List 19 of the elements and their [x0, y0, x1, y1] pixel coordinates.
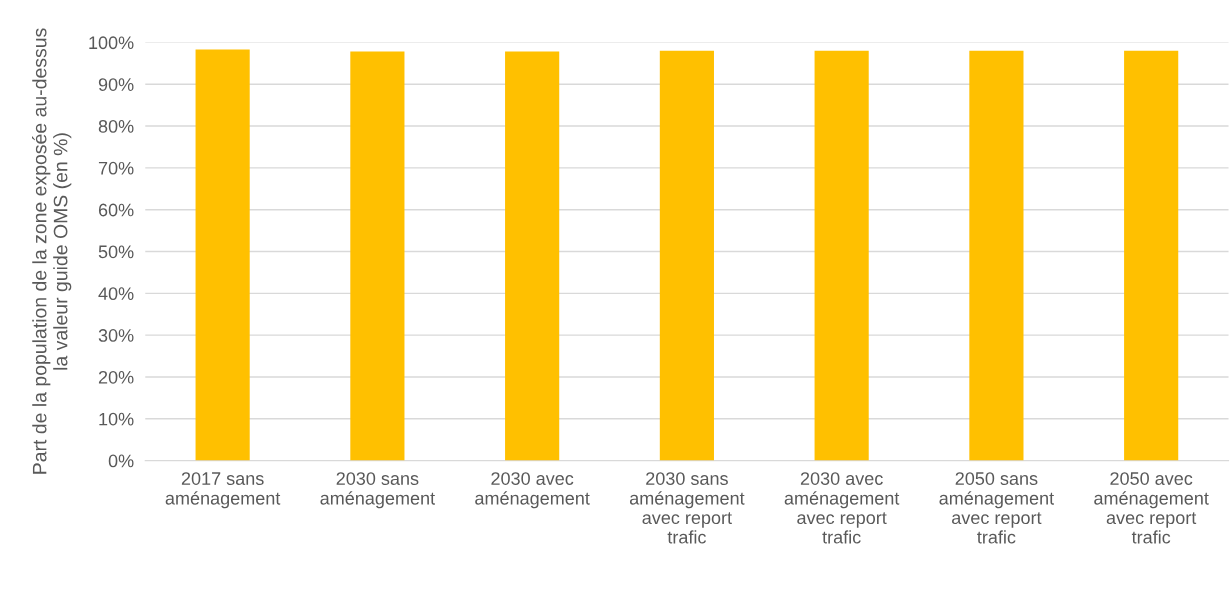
y-tick-label: 70% — [98, 161, 134, 175]
y-tick-label: 40% — [98, 287, 134, 301]
y-tick-label: 90% — [98, 78, 134, 91]
y-tick-label: 20% — [98, 370, 134, 384]
y-tick-label: 60% — [98, 203, 134, 217]
x-tick-label: 2030 avec aménagement avec report trafic — [784, 472, 900, 544]
x-tick-label: 2030 sans aménagement avec report trafic — [629, 472, 745, 544]
y-tick-label: 100% — [89, 36, 134, 50]
x-tick-label: 2050 avec aménagement avec report trafic — [1094, 472, 1209, 544]
y-axis-title: Part de la population de la zone exposée au-dessus la valeur guide OMS (en %) — [32, 28, 72, 474]
y-tick-label: 10% — [99, 412, 134, 426]
x-tick-label: 2050 sans aménagement avec report trafic — [939, 472, 1054, 544]
x-tick-label: 2017 sans aménagement — [165, 472, 281, 509]
y-tick-label: 0% — [108, 454, 134, 468]
y-tick-label: 80% — [98, 119, 134, 133]
y-tick-label: 30% — [98, 329, 134, 342]
x-tick-label: 2030 sans aménagement — [320, 472, 435, 509]
y-tick-label: 50% — [98, 245, 134, 259]
x-tick-label: 2030 avec aménagement — [475, 472, 590, 509]
